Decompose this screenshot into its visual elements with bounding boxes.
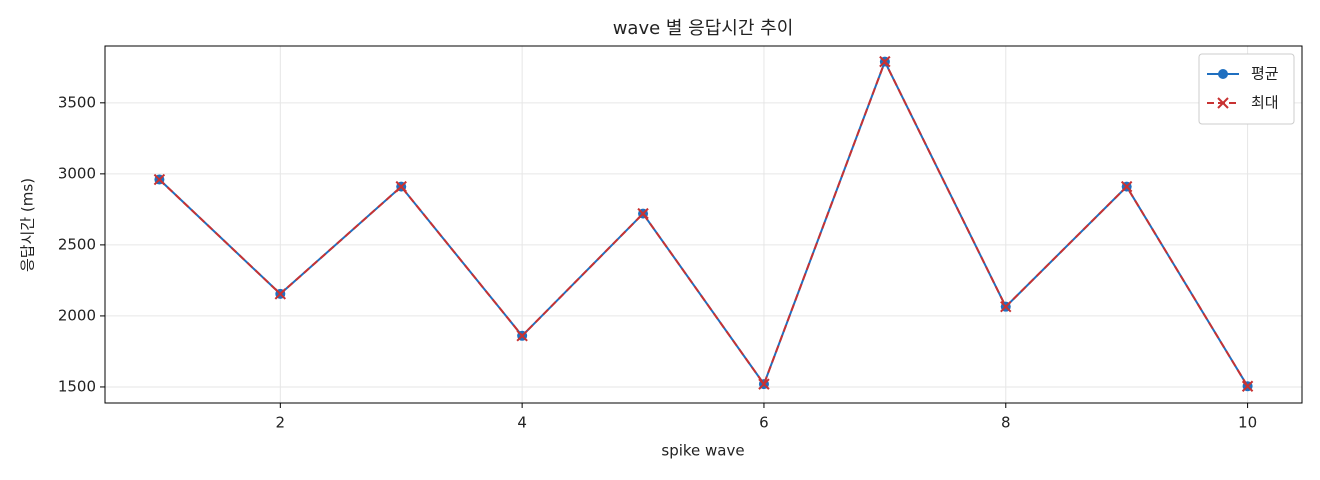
marker bbox=[516, 330, 528, 342]
marker-stroke bbox=[1000, 300, 1012, 313]
marker bbox=[274, 288, 287, 300]
legend-label: 평균 bbox=[1251, 65, 1279, 83]
marker bbox=[1120, 180, 1133, 193]
y-tick-label: 1500 bbox=[58, 377, 96, 395]
marker-stroke bbox=[274, 288, 287, 300]
marker-stroke bbox=[516, 330, 528, 342]
marker-stroke bbox=[637, 207, 649, 220]
series-line bbox=[158, 59, 1249, 387]
marker bbox=[153, 173, 166, 186]
series-line bbox=[158, 59, 1249, 387]
marker bbox=[1241, 380, 1254, 392]
x-tick-label: 2 bbox=[276, 414, 286, 432]
x-tick-label: 4 bbox=[517, 414, 527, 432]
x-tick-label: 10 bbox=[1238, 414, 1257, 432]
plot-frame bbox=[104, 45, 1303, 404]
y-tick-label: 3500 bbox=[58, 93, 96, 111]
marker bbox=[1000, 300, 1012, 313]
marker-stroke bbox=[153, 173, 166, 186]
x-tick-label: 6 bbox=[759, 414, 769, 432]
marker-stroke bbox=[1120, 180, 1133, 193]
chart-title: wave 별 응답시간 추이 bbox=[613, 18, 794, 39]
marker bbox=[758, 378, 770, 390]
y-tick-label: 2000 bbox=[58, 306, 96, 324]
marker bbox=[395, 180, 407, 193]
legend-box bbox=[1198, 53, 1295, 125]
legend-label: 최대 bbox=[1251, 94, 1279, 112]
marker bbox=[1217, 97, 1229, 109]
marker-stroke bbox=[1217, 97, 1229, 109]
marker-stroke bbox=[758, 378, 770, 390]
y-tick-label: 2500 bbox=[58, 235, 96, 253]
marker-stroke bbox=[879, 55, 891, 68]
y-axis-label: 응답시간 (ms) bbox=[19, 178, 37, 272]
marker-stroke bbox=[1241, 380, 1254, 392]
marker bbox=[1218, 69, 1228, 79]
x-axis-label: spike wave bbox=[661, 442, 744, 460]
marker bbox=[637, 207, 649, 220]
x-tick-label: 8 bbox=[1001, 414, 1011, 432]
marker-stroke bbox=[395, 180, 407, 193]
y-tick-label: 3000 bbox=[58, 164, 96, 182]
marker bbox=[879, 55, 891, 68]
